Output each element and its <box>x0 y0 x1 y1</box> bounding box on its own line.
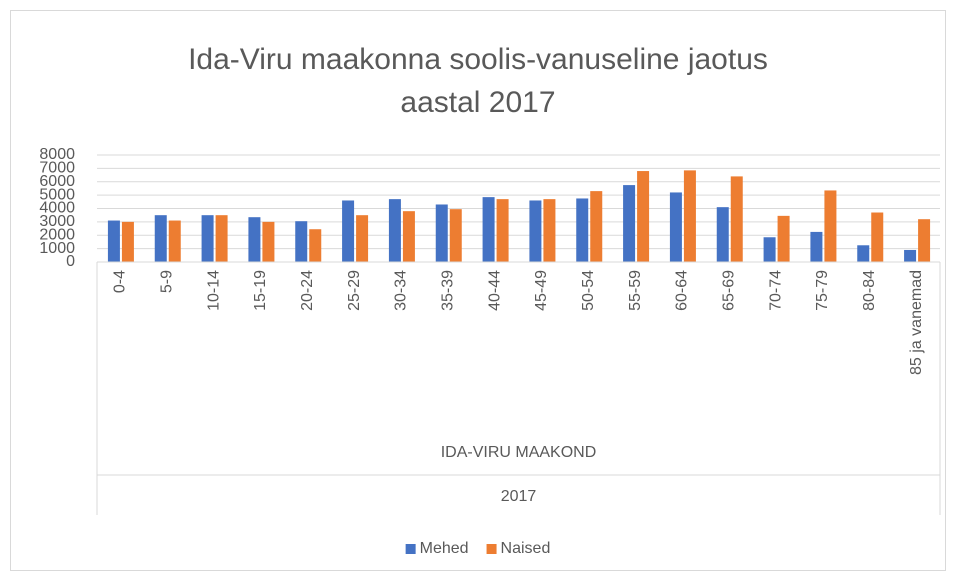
bar <box>262 221 275 262</box>
x-tick-label: 45-49 <box>533 270 550 311</box>
bar <box>904 249 917 262</box>
bar <box>623 185 636 262</box>
x-tick-label: 10-14 <box>205 270 222 311</box>
bar <box>168 220 181 262</box>
bar <box>482 197 495 262</box>
bar <box>435 204 448 262</box>
bar <box>309 229 322 262</box>
x-tick-label: 65-69 <box>720 270 737 311</box>
bar <box>107 220 120 262</box>
x-tick-label: 30-34 <box>393 270 410 311</box>
x-tick-label: 15-19 <box>252 270 269 311</box>
bar <box>576 198 589 262</box>
legend-swatch <box>486 544 497 554</box>
x-tick-label: 40-44 <box>486 270 503 311</box>
legend-swatch <box>405 544 416 554</box>
bar <box>857 245 870 262</box>
x-tick-label: 25-29 <box>346 270 363 311</box>
bar <box>871 212 884 262</box>
x-tick-label: 70-74 <box>767 270 784 311</box>
bar <box>342 200 355 262</box>
y-tick-label: 2000 <box>39 226 75 243</box>
bar <box>669 192 682 262</box>
bar <box>543 199 556 262</box>
x-tick-label: 35-39 <box>439 270 456 311</box>
bar <box>918 219 931 262</box>
y-tick-label: 0 <box>66 253 75 270</box>
bar <box>496 199 509 262</box>
group-label: 2017 <box>501 488 537 505</box>
bar <box>777 215 790 262</box>
chart-title: Ida-Viru maakonna soolis-vanuseline jaot… <box>188 43 768 119</box>
x-tick-label: 80-84 <box>861 270 878 311</box>
y-tick-label: 5000 <box>39 186 75 203</box>
x-tick-label: 55-59 <box>627 270 644 311</box>
bar <box>402 211 415 262</box>
bar <box>248 217 261 262</box>
bar <box>529 200 542 262</box>
bar <box>590 191 603 262</box>
group-label: IDA-VIRU MAAKOND <box>441 444 597 461</box>
y-tick-label: 8000 <box>39 146 75 163</box>
bar <box>730 176 743 262</box>
bar <box>683 170 696 262</box>
x-tick-label: 0-4 <box>112 270 129 293</box>
x-tick-label: 20-24 <box>299 270 316 311</box>
bar <box>824 190 837 262</box>
bar <box>716 207 729 262</box>
chart-border <box>10 10 946 571</box>
bar <box>637 171 650 262</box>
x-tick-label: 50-54 <box>580 270 597 311</box>
bar <box>356 215 369 262</box>
y-tick-label: 4000 <box>39 200 75 217</box>
bar <box>810 231 823 262</box>
legend-label: Naised <box>501 540 551 557</box>
y-tick-label: 3000 <box>39 213 75 230</box>
legend-label: Mehed <box>420 540 469 557</box>
bar <box>154 215 167 262</box>
bar <box>763 237 776 262</box>
bar <box>295 221 308 262</box>
bar <box>121 221 134 262</box>
y-tick-label: 6000 <box>39 173 75 190</box>
x-tick-label: 60-64 <box>674 270 691 311</box>
x-tick-label: 5-9 <box>158 270 175 293</box>
bar <box>215 215 228 262</box>
y-tick-label: 7000 <box>39 160 75 177</box>
y-tick-label: 1000 <box>39 240 75 257</box>
bar <box>201 215 214 262</box>
bar <box>449 209 462 262</box>
bar <box>388 199 401 262</box>
x-tick-label: 75-79 <box>814 270 831 311</box>
x-tick-label: 85 ja vanemad <box>908 270 925 375</box>
